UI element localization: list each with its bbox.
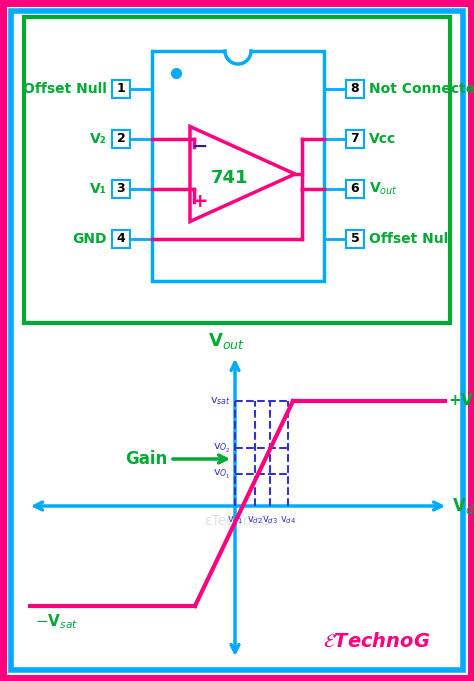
Text: v$_{O_1}$: v$_{O_1}$ xyxy=(213,467,231,481)
Bar xyxy=(24,17,450,323)
Text: −: − xyxy=(192,137,208,156)
Text: 4: 4 xyxy=(117,232,126,245)
Bar xyxy=(346,180,364,198)
Text: εTechnoG: εTechnoG xyxy=(204,514,270,528)
Text: 7: 7 xyxy=(351,133,359,146)
Text: $\mathcal{E}$TechnoG: $\mathcal{E}$TechnoG xyxy=(323,632,430,651)
Bar xyxy=(112,130,130,148)
Bar xyxy=(112,230,130,248)
Text: V₁: V₁ xyxy=(90,182,107,196)
Text: 5: 5 xyxy=(351,232,359,245)
Text: v$_{d3}$: v$_{d3}$ xyxy=(262,514,278,526)
Bar xyxy=(346,130,364,148)
Bar xyxy=(112,80,130,98)
Text: 8: 8 xyxy=(351,82,359,95)
Text: 2: 2 xyxy=(117,133,126,146)
Text: V$_{out}$: V$_{out}$ xyxy=(209,331,246,351)
Text: v$_{d1}$: v$_{d1}$ xyxy=(227,514,243,526)
Text: 1: 1 xyxy=(117,82,126,95)
Bar xyxy=(24,17,450,323)
Text: 3: 3 xyxy=(117,183,125,195)
Text: +: + xyxy=(192,192,208,211)
Text: Not Connected: Not Connected xyxy=(369,82,474,96)
Text: V₂: V₂ xyxy=(90,132,107,146)
Text: +V$_{sat}$: +V$_{sat}$ xyxy=(448,392,474,411)
Text: GND: GND xyxy=(73,232,107,246)
Text: $-$V$_{sat}$: $-$V$_{sat}$ xyxy=(35,613,78,631)
Text: v$_{d4}$: v$_{d4}$ xyxy=(280,514,296,526)
Text: Offset Null: Offset Null xyxy=(23,82,107,96)
Text: 6: 6 xyxy=(351,183,359,195)
Text: v$_{O_2}$: v$_{O_2}$ xyxy=(213,441,231,454)
Text: Offset Null: Offset Null xyxy=(369,232,453,246)
Text: Gain: Gain xyxy=(125,450,167,468)
Bar xyxy=(346,230,364,248)
Text: V$_{out}$: V$_{out}$ xyxy=(369,180,398,197)
Bar xyxy=(112,180,130,198)
Text: 741: 741 xyxy=(211,169,249,187)
Bar xyxy=(152,51,324,281)
Text: v$_{d2}$: v$_{d2}$ xyxy=(247,514,263,526)
Text: εTechnoG: εTechnoG xyxy=(204,194,270,208)
Text: Vcc: Vcc xyxy=(369,132,396,146)
Text: v$_{sat}$: v$_{sat}$ xyxy=(210,395,231,407)
Bar xyxy=(346,80,364,98)
Text: V$_{diff.}$: V$_{diff.}$ xyxy=(452,496,474,516)
